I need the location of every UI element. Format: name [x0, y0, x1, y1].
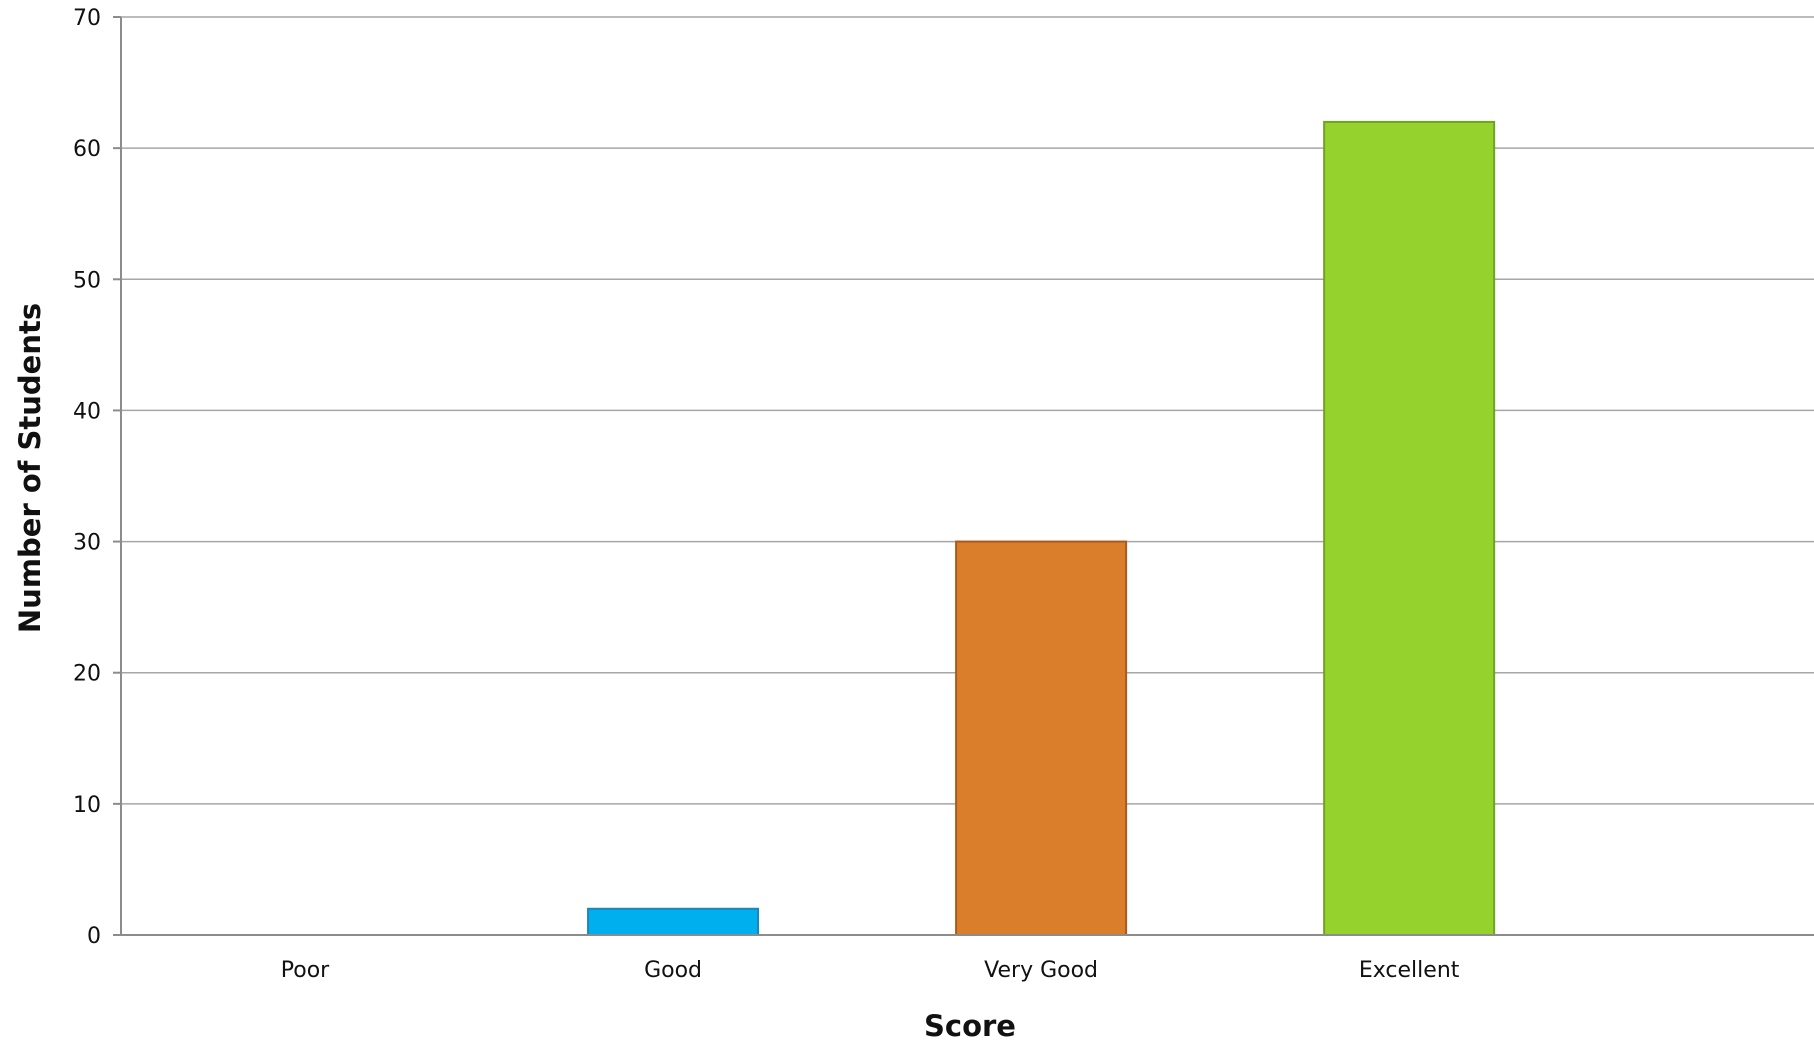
- y-axis-title: Number of Students: [13, 303, 47, 633]
- y-tick-label: 60: [73, 137, 101, 162]
- x-tick-label: Good: [644, 958, 702, 983]
- y-tick-label: 40: [73, 399, 101, 424]
- y-tick-label: 20: [73, 662, 101, 687]
- axes: [113, 16, 1814, 936]
- y-tick-label: 10: [73, 793, 101, 818]
- y-tick-label: 0: [87, 924, 101, 949]
- x-tick-label: Poor: [281, 958, 330, 983]
- bars: [587, 120, 1496, 936]
- bar-very-good: [955, 540, 1128, 936]
- x-tick-label: Very Good: [984, 958, 1098, 983]
- labels: 0 10 20 30 40 50 60 70 Poor Good Very Good Excellen…: [73, 6, 1460, 983]
- y-tick-label: 70: [73, 6, 101, 31]
- y-tick-label: 50: [73, 268, 101, 293]
- y-tick-label: 30: [73, 531, 101, 556]
- bar-excellent: [1323, 120, 1496, 936]
- x-axis-title: Score: [924, 1009, 1016, 1041]
- x-tick-label: Excellent: [1359, 958, 1460, 983]
- bar-good: [587, 907, 760, 936]
